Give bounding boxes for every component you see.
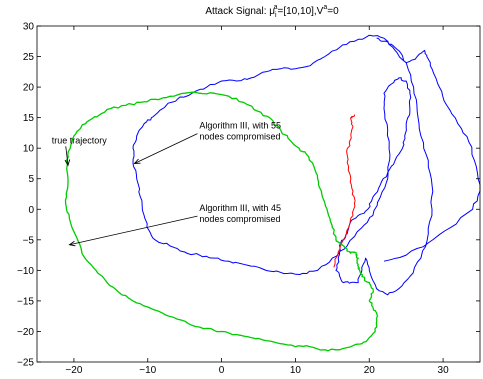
annotation-arrow-line-1: [134, 133, 198, 164]
axis-layer: −20 −10 0 10 20 30 −25 −20 −15 −10 −5 0 5 10 15 20 25 30: [17, 22, 480, 376]
x-tick-label-5: 30: [438, 365, 450, 374]
y-tick-label-4: −5: [23, 235, 35, 246]
x-tick-label-3: 10: [290, 365, 302, 374]
annotation-line-2-0: Algorithm III, with 45: [199, 203, 281, 213]
series-line-2: [64, 91, 379, 352]
series-line-1: [333, 114, 356, 268]
x-tick-label-4: 20: [364, 365, 376, 374]
plot-frame: [36, 25, 481, 363]
y-tick-label-7: 10: [23, 144, 35, 155]
x-tick-label-1: −10: [139, 365, 156, 374]
title-superscript-a-2: a: [323, 4, 327, 11]
y-tick-label-10: 25: [23, 52, 35, 63]
annotation-text-0: true trajectory: [52, 135, 108, 145]
annotation-arrowhead-2: [68, 240, 76, 247]
annotation-line-1-1: nodes compromised: [199, 132, 280, 142]
y-tick-label-1: −20: [17, 327, 34, 338]
y-tick-label-9: 20: [23, 83, 35, 94]
title-superscript-a: a: [274, 4, 278, 11]
annotation-text-1: Algorithm III, with 55 nodes compromised: [199, 121, 281, 142]
y-tick-label-0: −25: [17, 358, 34, 369]
annotation-arrowhead-1: [133, 158, 141, 165]
series-line-0: [132, 34, 481, 296]
x-tick-label-2: 0: [219, 365, 225, 374]
annotation-line-0-0: true trajectory: [52, 135, 108, 145]
annotation-text-2: Algorithm III, with 45 nodes compromised: [199, 203, 281, 224]
annotation-arrow-line-2: [69, 215, 198, 246]
y-tick-label-3: −10: [17, 266, 34, 277]
y-tick-label-11: 30: [23, 22, 35, 33]
y-tick-label-2: −15: [17, 296, 34, 307]
title-subscript-i: i: [275, 12, 277, 19]
title-middle: =[10,10],V: [277, 6, 323, 17]
x-tick-label-0: −20: [65, 365, 82, 374]
annotation-line-1-0: Algorithm III, with 55: [199, 121, 281, 131]
title-suffix: =0: [327, 6, 339, 17]
y-tick-label-6: 5: [28, 174, 34, 185]
title-prefix: Attack Signal: μ: [205, 6, 275, 17]
annotation-line-2-1: nodes compromised: [199, 214, 280, 224]
annotation-arrowhead-0: [64, 159, 71, 167]
annotation-arrow-line-0: [65, 146, 69, 166]
y-tick-label-5: 0: [28, 205, 34, 216]
chart-title: Attack Signal: μia=[10,10],Va=0: [205, 4, 339, 19]
series-layer: [64, 34, 481, 352]
y-tick-label-8: 15: [23, 113, 35, 124]
